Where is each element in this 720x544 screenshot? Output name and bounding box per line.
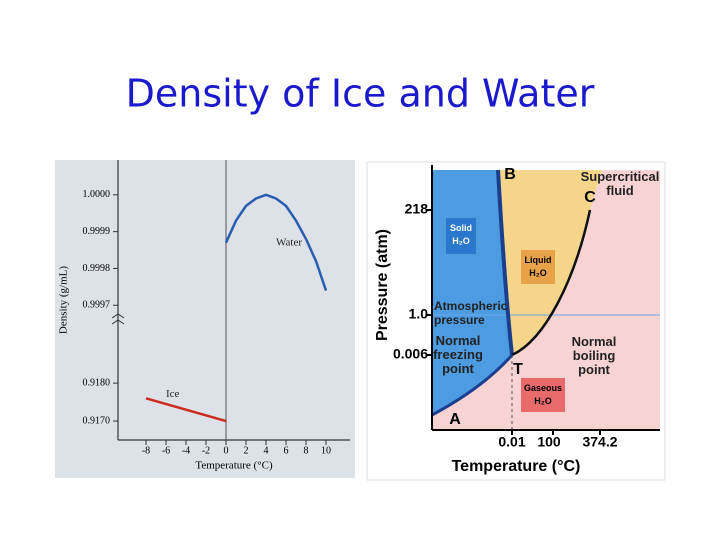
gas-region bbox=[432, 170, 660, 430]
annotation-line: Supercritical bbox=[581, 169, 660, 184]
y-tick-label: 0.9997 bbox=[83, 300, 111, 311]
y-tick-label: 1.0 bbox=[409, 306, 429, 322]
annotation-line: Solid bbox=[450, 223, 472, 233]
x-tick-label: 374.2 bbox=[582, 434, 617, 450]
y-tick-label: 0.9170 bbox=[83, 415, 111, 426]
annotation: Normal boiling point bbox=[572, 334, 617, 377]
x-tick-label: -4 bbox=[182, 445, 190, 456]
series-line bbox=[145, 397, 227, 423]
x-tick-label: 2 bbox=[244, 445, 249, 456]
y-tick-label: 218 bbox=[405, 201, 429, 217]
annotation-line: boiling bbox=[573, 348, 616, 363]
annotation-line: Normal bbox=[436, 333, 481, 348]
point-label: C bbox=[584, 189, 596, 206]
annotation-line: Normal bbox=[572, 334, 617, 349]
x-tick-label: 6 bbox=[284, 445, 289, 456]
annotation-line: fluid bbox=[606, 183, 633, 198]
y-axis-label: Pressure (atm) bbox=[374, 229, 391, 341]
x-axis-label: Temperature (°C) bbox=[195, 460, 273, 472]
annotation: Solid H₂O bbox=[450, 223, 472, 246]
y-tick-label: 1.0000 bbox=[83, 189, 111, 200]
annotation: Supercritical fluid bbox=[581, 169, 660, 198]
axis-break bbox=[111, 313, 125, 325]
annotation: Atmospheric pressure bbox=[434, 299, 508, 327]
x-tick-label: -8 bbox=[142, 445, 150, 456]
region-box bbox=[521, 378, 565, 412]
y-axis-label: Density (g/mL) bbox=[58, 266, 70, 334]
annotation-line: point bbox=[578, 362, 610, 377]
annotation-line: Gaseous bbox=[524, 383, 562, 393]
sublimation-curve bbox=[431, 354, 514, 417]
y-tick-label: 0.9998 bbox=[83, 263, 111, 274]
x-axis-label: Temperature (°C) bbox=[452, 458, 581, 475]
annotation: Normal freezing point bbox=[433, 333, 483, 376]
annotation-line: H₂O bbox=[452, 236, 470, 246]
melting-curve bbox=[496, 169, 514, 356]
point-label: B bbox=[504, 166, 516, 183]
x-tick-label: 0.01 bbox=[498, 434, 525, 450]
series-label: Ice bbox=[166, 388, 180, 400]
region-box bbox=[446, 218, 476, 254]
boiling-curve bbox=[511, 209, 592, 357]
point-label: T bbox=[513, 361, 523, 378]
annotation-line: freezing bbox=[433, 347, 483, 362]
x-tick-label: 0 bbox=[224, 445, 229, 456]
annotation-line: H₂O bbox=[529, 268, 547, 278]
y-tick-label: 0.9180 bbox=[83, 377, 111, 388]
x-tick-label: 10 bbox=[321, 445, 331, 456]
annotation: Gaseous H₂O bbox=[524, 383, 562, 406]
annotation-line: Atmospheric bbox=[434, 299, 508, 313]
series-label: Water bbox=[276, 237, 302, 249]
annotation-line: Liquid bbox=[525, 255, 552, 265]
point-label: A bbox=[449, 411, 461, 428]
left-panel bbox=[55, 160, 355, 478]
x-tick-label: 8 bbox=[304, 445, 309, 456]
region-box bbox=[521, 250, 555, 284]
x-tick-label: 100 bbox=[537, 434, 561, 450]
x-tick-label: 4 bbox=[264, 445, 269, 456]
x-tick-label: -6 bbox=[162, 445, 170, 456]
series-line bbox=[224, 193, 328, 291]
annotation-line: pressure bbox=[434, 313, 485, 327]
annotation-line: H₂O bbox=[534, 396, 552, 406]
annotation-line: point bbox=[442, 361, 474, 376]
y-tick-label: 0.9999 bbox=[83, 226, 111, 237]
y-tick-label: 0.006 bbox=[393, 346, 428, 362]
x-tick-label: -2 bbox=[202, 445, 210, 456]
slide-title: Density of Ice and Water bbox=[126, 72, 595, 116]
annotation: Liquid H₂O bbox=[525, 255, 552, 278]
